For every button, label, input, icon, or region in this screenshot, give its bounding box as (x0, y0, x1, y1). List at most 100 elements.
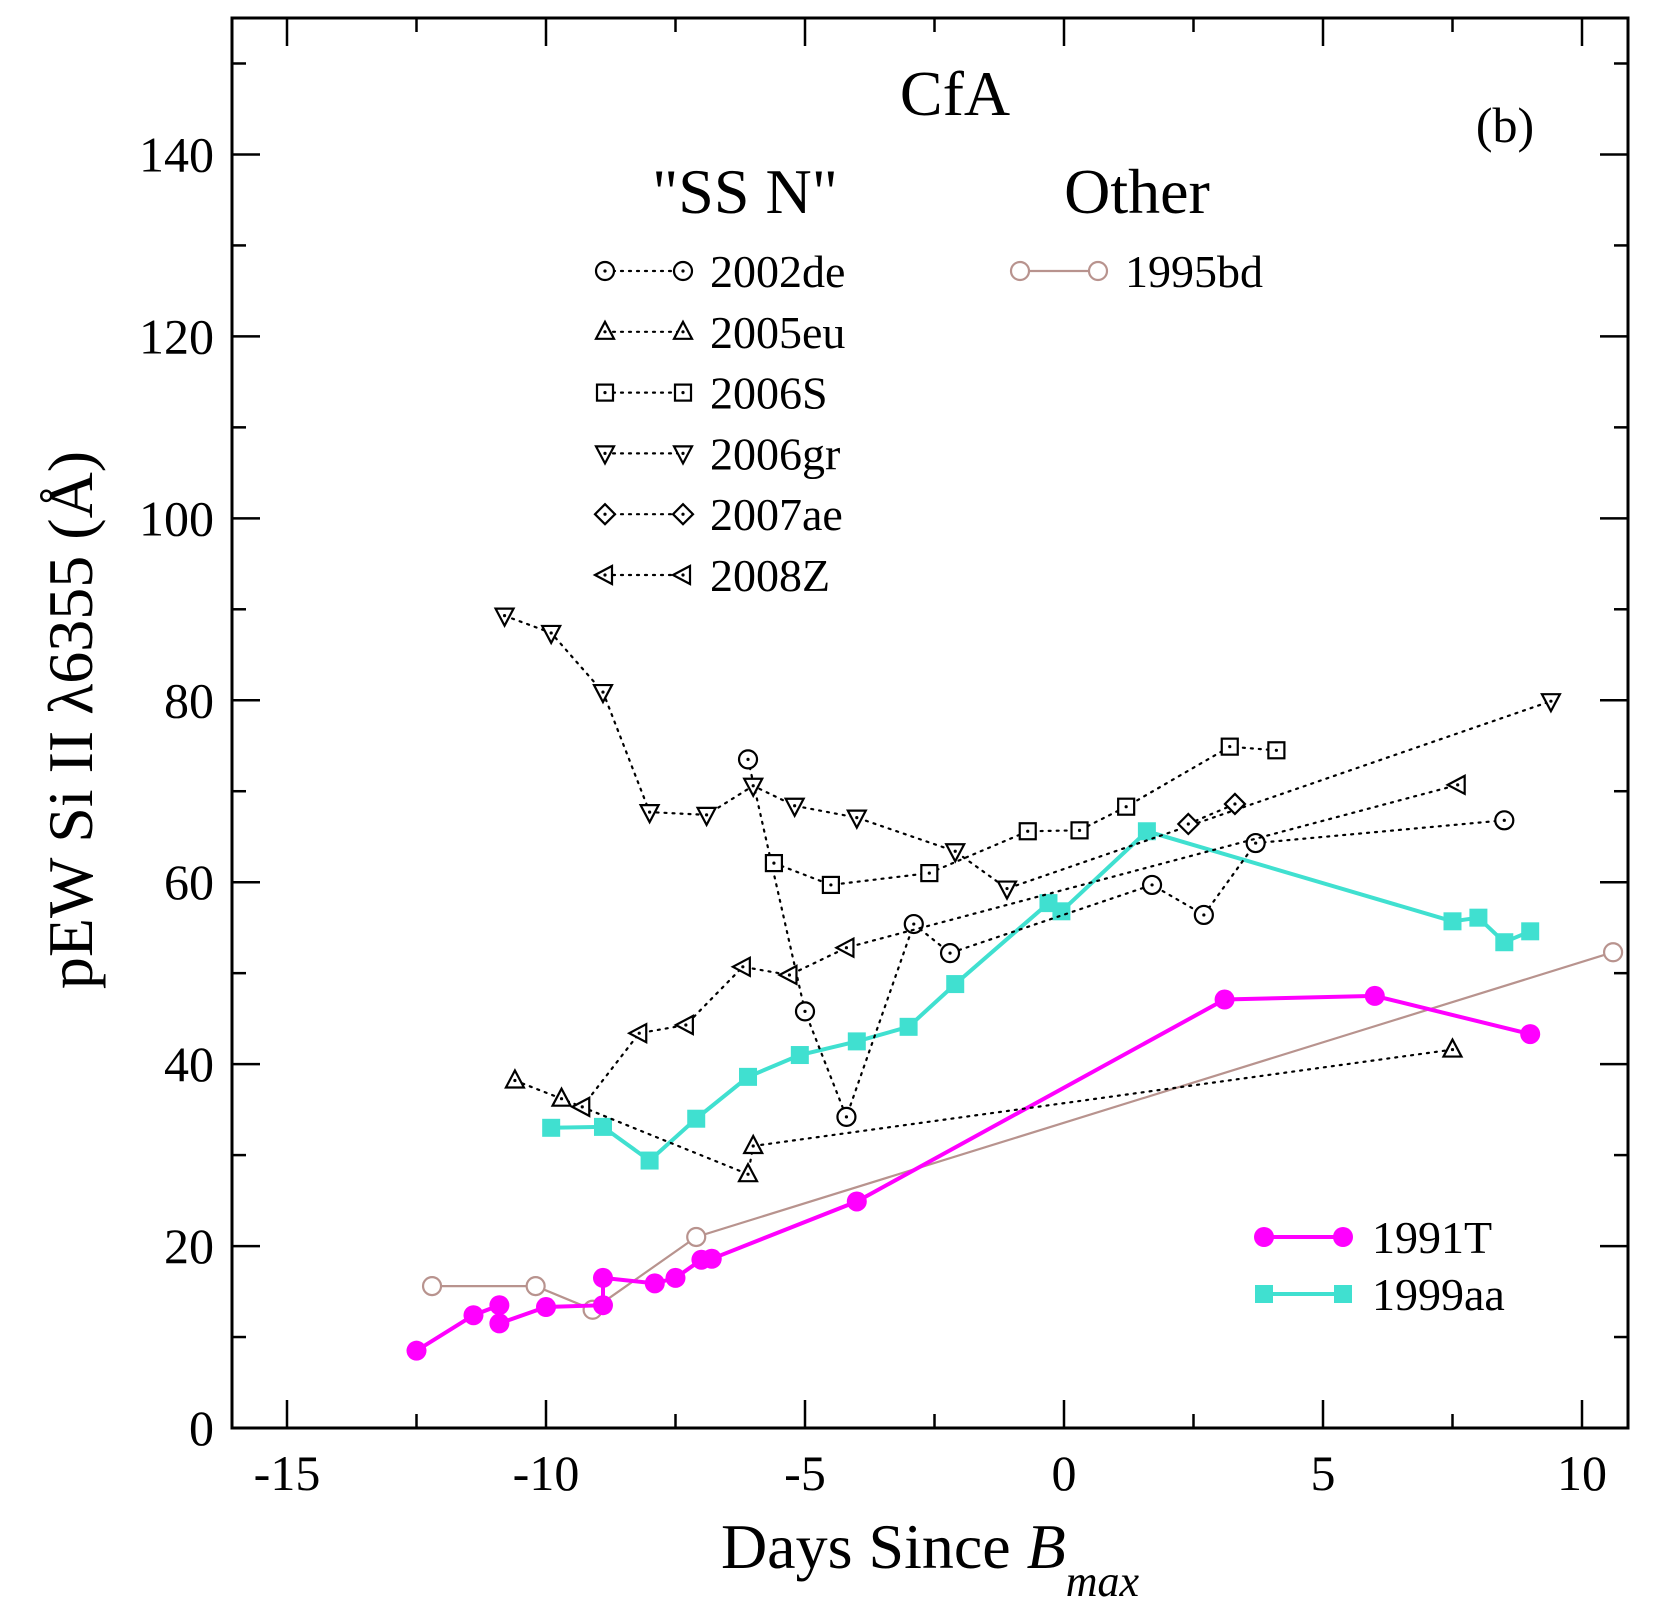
point-1995bd (686, 1226, 707, 1248)
legend-entry-2002de: 2002de (594, 246, 845, 297)
point-2007ae-center (1186, 822, 1190, 826)
legend-marker-2007ae-center (681, 512, 685, 516)
point-2006gr-center (751, 784, 755, 788)
point-1991T (592, 1295, 613, 1316)
point-1995bd (525, 1275, 546, 1297)
legend-label-2007ae: 2007ae (710, 489, 843, 540)
series-layer (406, 607, 1624, 1361)
point-2002de-center (1502, 818, 1506, 822)
point-2002de-center (1202, 913, 1206, 917)
point-1991T (1364, 985, 1385, 1006)
legend-entry-2006gr: 2006gr (594, 428, 840, 479)
legend-marker-1995bd (1087, 260, 1109, 282)
series-line-1991T (415, 993, 1531, 1353)
legend-group-ssn: "SS N" (652, 156, 838, 227)
y-tick-label: 20 (164, 1218, 214, 1274)
point-2006gr-center (1005, 886, 1009, 891)
legend-entry-2005eu: 2005eu (594, 307, 845, 358)
point-2005eu-center (513, 1078, 517, 1083)
legend-entry-2008Z: 2008Z (592, 550, 830, 601)
legend-marker-2008Z-center (603, 573, 607, 577)
point-1999aa (739, 1067, 758, 1086)
point-1991T (701, 1248, 722, 1269)
legend-entry-1991T: 1991T (1254, 1212, 1492, 1263)
point-2006gr-center (953, 849, 957, 853)
legend-marker-2008Z-center (681, 573, 685, 577)
point-1991T (489, 1313, 510, 1334)
x-axis-label: Days Since Bmax (721, 1511, 1140, 1605)
panel-label: (b) (1476, 97, 1534, 153)
x-tick-label: 10 (1557, 1445, 1607, 1501)
point-2002de-center (912, 922, 916, 926)
point-2006S-center (829, 883, 833, 887)
point-2006gr-center (1549, 699, 1553, 703)
legend-label-2008Z: 2008Z (710, 550, 830, 601)
point-2008Z-center (637, 1031, 641, 1035)
series-line-2006gr (503, 614, 1553, 890)
point-2002de-center (746, 757, 750, 761)
series-line-2005eu (513, 1048, 1454, 1176)
point-2002de-center (803, 1009, 807, 1013)
point-1999aa (542, 1118, 561, 1137)
point-2006S-center (1274, 748, 1278, 752)
point-1991T (592, 1267, 613, 1288)
legend-marker-2006S-center (681, 391, 685, 395)
legend-group-other: Other (1064, 156, 1210, 227)
series-line-2006S (772, 745, 1278, 887)
legend-entry-1995bd: 1995bd (1009, 246, 1263, 297)
series-line-2002de (746, 758, 1506, 1121)
legend-marker-2002de-center (603, 269, 607, 273)
series-2008Z (569, 774, 1466, 1118)
point-2005eu-center (559, 1097, 564, 1101)
point-2006gr-center (704, 813, 709, 817)
point-2008Z-center (787, 973, 792, 977)
point-1995bd (1602, 942, 1624, 963)
point-2002de-center (844, 1115, 849, 1119)
legend-marker-1999aa (1255, 1285, 1273, 1303)
point-1995bd (421, 1275, 443, 1297)
point-2006S-center (772, 861, 776, 865)
series-1999aa (542, 822, 1540, 1170)
point-2008Z-center (580, 1105, 584, 1109)
legend-label-2006S: 2006S (710, 368, 828, 419)
x-axis-label-sub: max (1066, 1557, 1140, 1605)
chart-title: CfA (900, 58, 1010, 129)
point-2002de-center (1254, 841, 1258, 845)
legend-marker-2005eu-center (603, 330, 607, 334)
point-2008Z-center (741, 965, 745, 969)
series-2006gr (493, 607, 1562, 901)
point-1999aa (1521, 922, 1540, 941)
legend-entry-2007ae: 2007ae (593, 489, 843, 540)
point-1991T (536, 1297, 556, 1318)
series-2007ae (1176, 792, 1247, 836)
series-line-1999aa (551, 829, 1531, 1164)
x-tick-label: -5 (784, 1445, 826, 1501)
legend-entry-2006S: 2006S (595, 368, 828, 419)
series-2002de (737, 749, 1515, 1127)
legend-label-1995bd: 1995bd (1125, 246, 1263, 297)
legend-marker-2006gr-center (603, 451, 607, 455)
series-1991T (406, 985, 1541, 1361)
point-2006gr-center (793, 804, 797, 808)
y-tick-label: 0 (189, 1400, 214, 1456)
y-tick-label: 60 (164, 854, 214, 910)
legend-label-1991T: 1991T (1372, 1212, 1492, 1263)
point-2005eu-center (1450, 1047, 1455, 1052)
point-2006gr-center (855, 816, 859, 820)
point-1991T (1214, 989, 1235, 1010)
point-2006gr-center (502, 614, 507, 618)
y-tick-label: 80 (164, 672, 214, 728)
point-2006S-center (1228, 745, 1232, 749)
y-tick-label: 140 (139, 126, 214, 182)
x-tick-label: -10 (513, 1445, 580, 1501)
point-1999aa (946, 975, 965, 994)
point-1991T (846, 1191, 867, 1212)
point-2006gr-center (549, 631, 553, 635)
legend-label-2006gr: 2006gr (710, 428, 840, 479)
point-1991T (665, 1267, 686, 1288)
legend-label-2005eu: 2005eu (710, 307, 845, 358)
point-1999aa (1469, 908, 1488, 927)
x-tick-label: 5 (1311, 1445, 1336, 1501)
point-1991T (406, 1340, 427, 1361)
point-2006gr-center (648, 810, 652, 814)
